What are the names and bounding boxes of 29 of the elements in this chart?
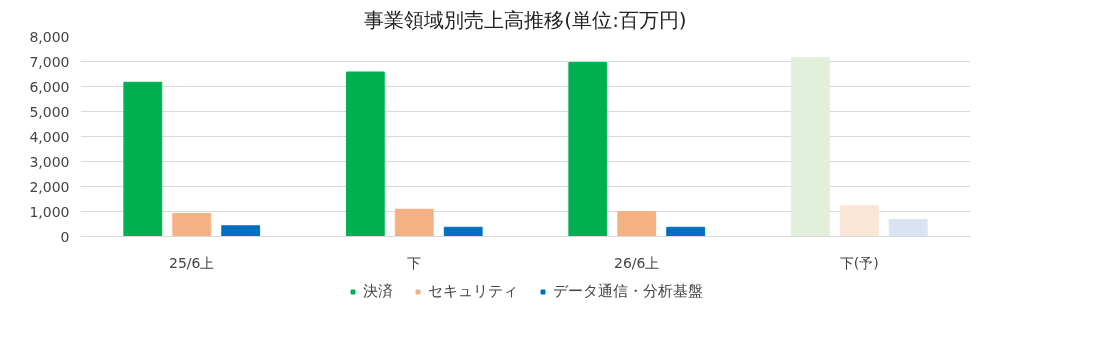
bar [172,213,212,237]
legend-label: データ通信・分析基盤 [552,281,703,301]
bar [839,205,879,237]
bar [123,81,163,237]
y-tick-label: 2,000 [29,178,70,195]
y-tick-label: 1,000 [29,203,70,220]
legend-label: セキュリティ [427,281,518,301]
y-tick-label: 4,000 [29,128,70,145]
y-tick-label: 0 [60,228,70,245]
chart-title: 事業領域別売上高推移(単位:百万円) [364,7,687,32]
bar [394,208,434,237]
bar [443,226,483,237]
y-tick-label: 8,000 [29,28,70,45]
bar [888,219,928,237]
bar [666,226,706,237]
y-tick-label: 6,000 [29,78,70,95]
x-tick-label: 25/6上 [169,254,215,271]
x-tick-label: 下 [407,254,422,271]
legend-label: 決済 [362,281,393,301]
y-tick-label: 3,000 [29,153,70,170]
bar [790,57,830,237]
y-tick-label: 5,000 [29,103,70,120]
bar [617,211,657,237]
y-tick-label: 7,000 [29,53,70,70]
x-tick-label: 下(予) [839,254,879,271]
x-tick-label: 26/6上 [614,254,660,271]
bar [568,62,608,237]
bar [221,225,261,237]
bar [345,71,385,237]
